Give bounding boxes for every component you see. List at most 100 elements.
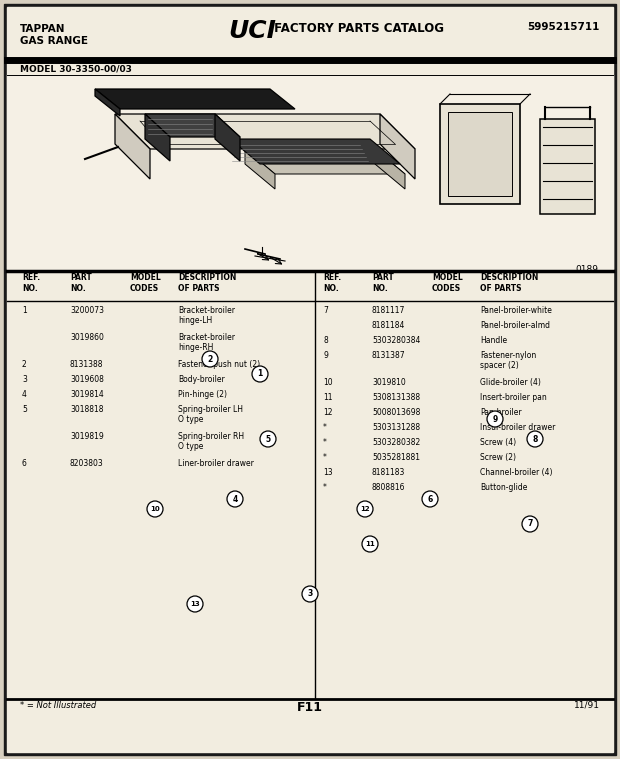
Text: 3018818: 3018818 [70, 405, 104, 414]
Text: MODEL
CODES: MODEL CODES [432, 273, 463, 293]
Text: 12: 12 [323, 408, 332, 417]
Text: 8181183: 8181183 [372, 468, 405, 477]
Text: Screw (4): Screw (4) [480, 438, 516, 447]
Polygon shape [115, 114, 415, 149]
Circle shape [260, 431, 276, 447]
Text: *: * [323, 483, 327, 492]
Text: Spring-broiler LH
O type: Spring-broiler LH O type [178, 405, 243, 424]
Text: 3019819: 3019819 [70, 432, 104, 441]
Polygon shape [245, 149, 275, 189]
Text: 7: 7 [323, 306, 328, 315]
Text: PART
NO.: PART NO. [372, 273, 394, 293]
Text: Screw (2): Screw (2) [480, 453, 516, 462]
Text: 6: 6 [427, 495, 433, 503]
Bar [440, 104, 520, 204]
Text: MODEL
CODES: MODEL CODES [130, 273, 161, 293]
Text: Bracket-broiler
hinge-RH: Bracket-broiler hinge-RH [178, 333, 235, 352]
Text: 8181184: 8181184 [372, 321, 405, 330]
Text: 8131387: 8131387 [372, 351, 405, 360]
Text: 9: 9 [323, 351, 328, 360]
Text: 8808816: 8808816 [372, 483, 405, 492]
Text: Button-glide: Button-glide [480, 483, 528, 492]
Text: Insul-broiler drawer: Insul-broiler drawer [480, 423, 556, 432]
Circle shape [227, 491, 243, 507]
Text: 1: 1 [22, 306, 27, 315]
Polygon shape [145, 114, 240, 137]
Text: 3: 3 [308, 590, 312, 599]
Text: GAS RANGE: GAS RANGE [20, 36, 88, 46]
Text: 7: 7 [528, 519, 533, 528]
Text: 1: 1 [257, 370, 263, 379]
Text: 8: 8 [533, 434, 538, 443]
Polygon shape [95, 89, 295, 109]
Polygon shape [145, 114, 170, 161]
Text: 5: 5 [22, 405, 27, 414]
Bar [448, 112, 512, 196]
Text: 12: 12 [360, 506, 370, 512]
Text: Panel-broiler-almd: Panel-broiler-almd [480, 321, 550, 330]
Text: 8203803: 8203803 [70, 459, 104, 468]
Text: 11/91: 11/91 [574, 701, 600, 710]
Text: 3200073: 3200073 [70, 306, 104, 315]
Text: 5303280382: 5303280382 [372, 438, 420, 447]
Circle shape [487, 411, 503, 427]
Bar [7, 75, 613, 269]
Circle shape [357, 501, 373, 517]
Text: 6: 6 [22, 459, 27, 468]
Text: 8181117: 8181117 [372, 306, 405, 315]
Text: TAPPAN: TAPPAN [20, 24, 66, 34]
Text: Liner-broiler drawer: Liner-broiler drawer [178, 459, 254, 468]
Text: 5008013698: 5008013698 [372, 408, 420, 417]
Text: Fastener-push nut (2): Fastener-push nut (2) [178, 360, 260, 369]
Text: Pin-hinge (2): Pin-hinge (2) [178, 390, 227, 399]
Text: 3: 3 [22, 375, 27, 384]
Circle shape [202, 351, 218, 367]
Text: 10: 10 [150, 506, 160, 512]
Bar [540, 119, 595, 214]
Text: 11: 11 [323, 393, 332, 402]
Circle shape [147, 501, 163, 517]
Text: Panel-broiler-white: Panel-broiler-white [480, 306, 552, 315]
Text: MODEL 30-3350-00/03: MODEL 30-3350-00/03 [20, 65, 132, 74]
Text: 10: 10 [323, 378, 332, 387]
Polygon shape [230, 139, 400, 164]
Text: Spring-broiler RH
O type: Spring-broiler RH O type [178, 432, 244, 452]
Text: 5: 5 [265, 434, 270, 443]
Text: 13: 13 [323, 468, 332, 477]
Text: DESCRIPTION
OF PARTS: DESCRIPTION OF PARTS [178, 273, 236, 293]
Text: 2: 2 [207, 354, 213, 364]
Circle shape [522, 516, 538, 532]
Circle shape [362, 536, 378, 552]
Text: Bracket-broiler
hinge-LH: Bracket-broiler hinge-LH [178, 306, 235, 326]
Text: 3019814: 3019814 [70, 390, 104, 399]
Text: *: * [323, 453, 327, 462]
Circle shape [302, 586, 318, 602]
Text: 4: 4 [232, 495, 237, 503]
Polygon shape [375, 149, 405, 189]
Text: Glide-broiler (4): Glide-broiler (4) [480, 378, 541, 387]
Polygon shape [245, 149, 405, 174]
Text: Pan-broiler: Pan-broiler [480, 408, 521, 417]
Text: PART
NO.: PART NO. [70, 273, 92, 293]
Circle shape [527, 431, 543, 447]
Text: 11: 11 [365, 541, 375, 547]
Text: FACTORY PARTS CATALOG: FACTORY PARTS CATALOG [270, 22, 444, 35]
Text: 13: 13 [190, 601, 200, 607]
Text: 5303131288: 5303131288 [372, 423, 420, 432]
Text: Fastener-nylon
spacer (2): Fastener-nylon spacer (2) [480, 351, 536, 370]
Polygon shape [115, 114, 150, 179]
Text: Channel-broiler (4): Channel-broiler (4) [480, 468, 552, 477]
Text: *: * [323, 438, 327, 447]
Text: 3019608: 3019608 [70, 375, 104, 384]
Text: 3019810: 3019810 [372, 378, 405, 387]
Text: 4: 4 [22, 390, 27, 399]
Text: 8131388: 8131388 [70, 360, 104, 369]
Text: Body-broiler: Body-broiler [178, 375, 224, 384]
Polygon shape [380, 114, 415, 179]
Text: 2: 2 [22, 360, 27, 369]
Text: F11: F11 [297, 701, 323, 714]
Text: 9: 9 [492, 414, 498, 424]
Text: 8: 8 [323, 336, 328, 345]
Circle shape [252, 366, 268, 382]
Text: REF.
NO.: REF. NO. [22, 273, 40, 293]
